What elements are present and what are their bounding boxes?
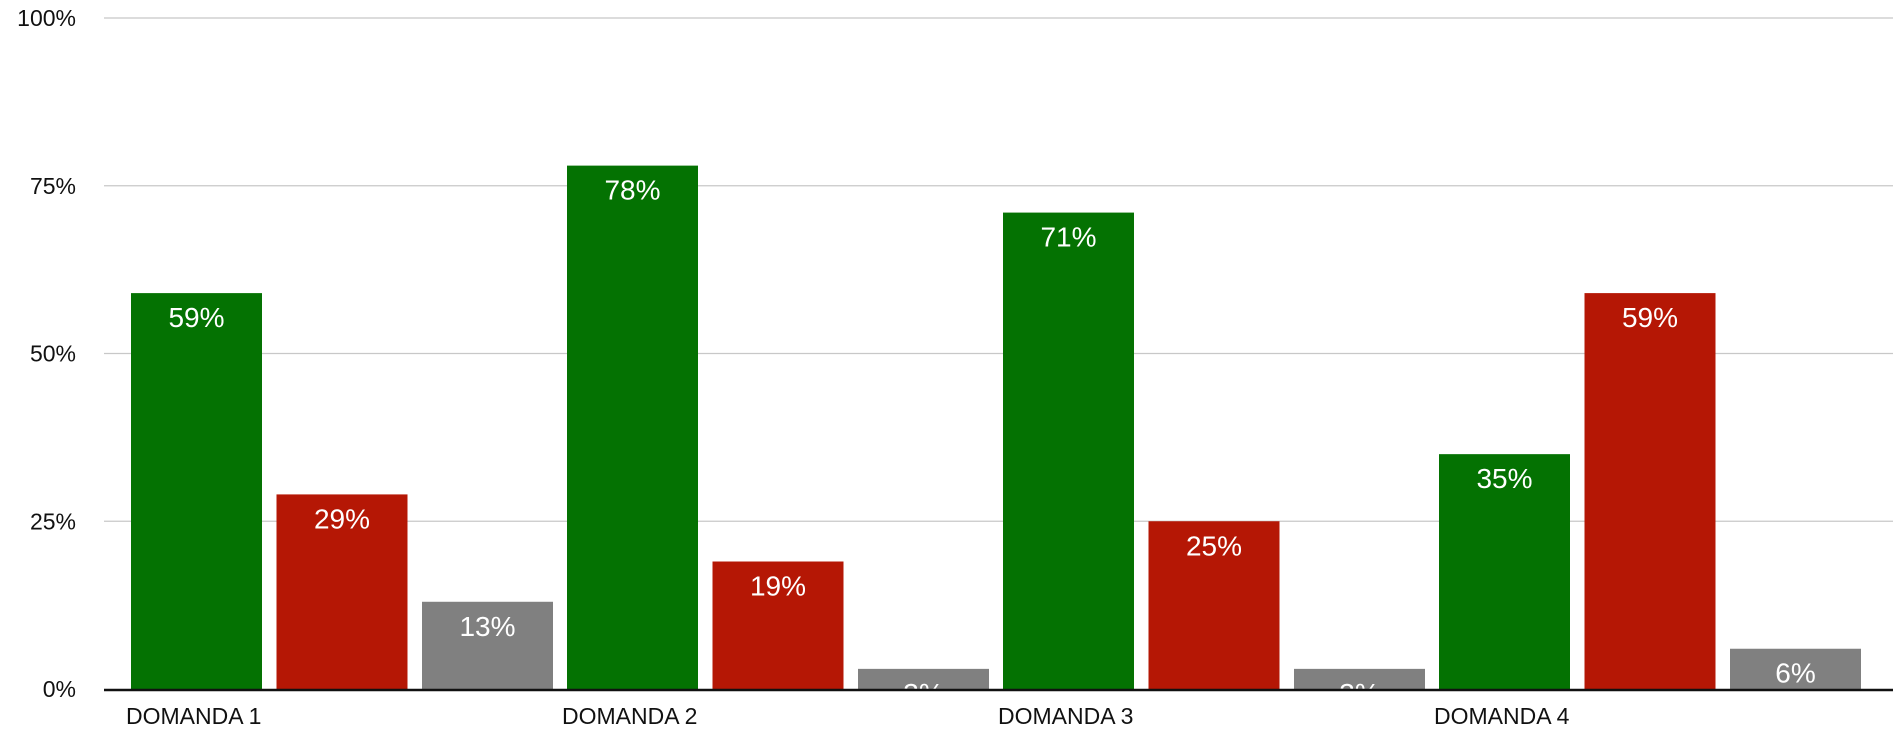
bar-series1-4 [1439,454,1570,689]
data-label: 6% [1775,658,1815,689]
x-tick-label: DOMANDA 2 [562,703,697,729]
bar-series1-3 [1003,212,1134,689]
bar-series3-1 [422,601,553,689]
data-label: 59% [168,302,224,333]
data-label: 3% [903,678,943,709]
data-label: 13% [459,611,515,642]
data-label: 3% [1339,678,1379,709]
x-tick-label: DOMANDA 3 [998,703,1133,729]
x-tick-label: DOMANDA 4 [1434,703,1570,729]
bar-series3-4 [1730,648,1861,689]
bar-series1-1 [131,293,262,689]
data-label: 59% [1622,302,1678,333]
y-tick-label: 25% [30,508,76,534]
bar-series3-2 [858,668,989,689]
bar-series2-2 [712,561,844,689]
data-label: 29% [314,503,370,534]
data-label: 71% [1040,222,1096,253]
bar-series1-2 [567,165,698,689]
data-label: 78% [604,175,660,206]
y-tick-label: 50% [30,341,76,367]
x-axis-tick-labels: DOMANDA 1 DOMANDA 2 DOMANDA 3 DOMANDA 4 [126,703,1570,729]
bars [131,165,1861,689]
bar-series2-4 [1584,293,1716,689]
bar-series3-3 [1294,668,1425,689]
data-label: 25% [1186,530,1242,561]
data-label: 19% [750,571,806,602]
data-labels: 59% 29% 13% 78% 19% 3% 71% 25% 3% 35% 59% 6% [168,175,1815,709]
bar-series2-3 [1148,521,1280,689]
data-label: 35% [1476,463,1532,494]
y-tick-label: 100% [17,5,76,31]
y-axis-tick-labels: 0% 25% 50% 75% 100% [17,5,76,702]
x-tick-label: DOMANDA 1 [126,703,261,729]
bar-series2-1 [276,494,408,689]
y-tick-label: 0% [43,676,76,702]
y-tick-label: 75% [30,173,76,199]
